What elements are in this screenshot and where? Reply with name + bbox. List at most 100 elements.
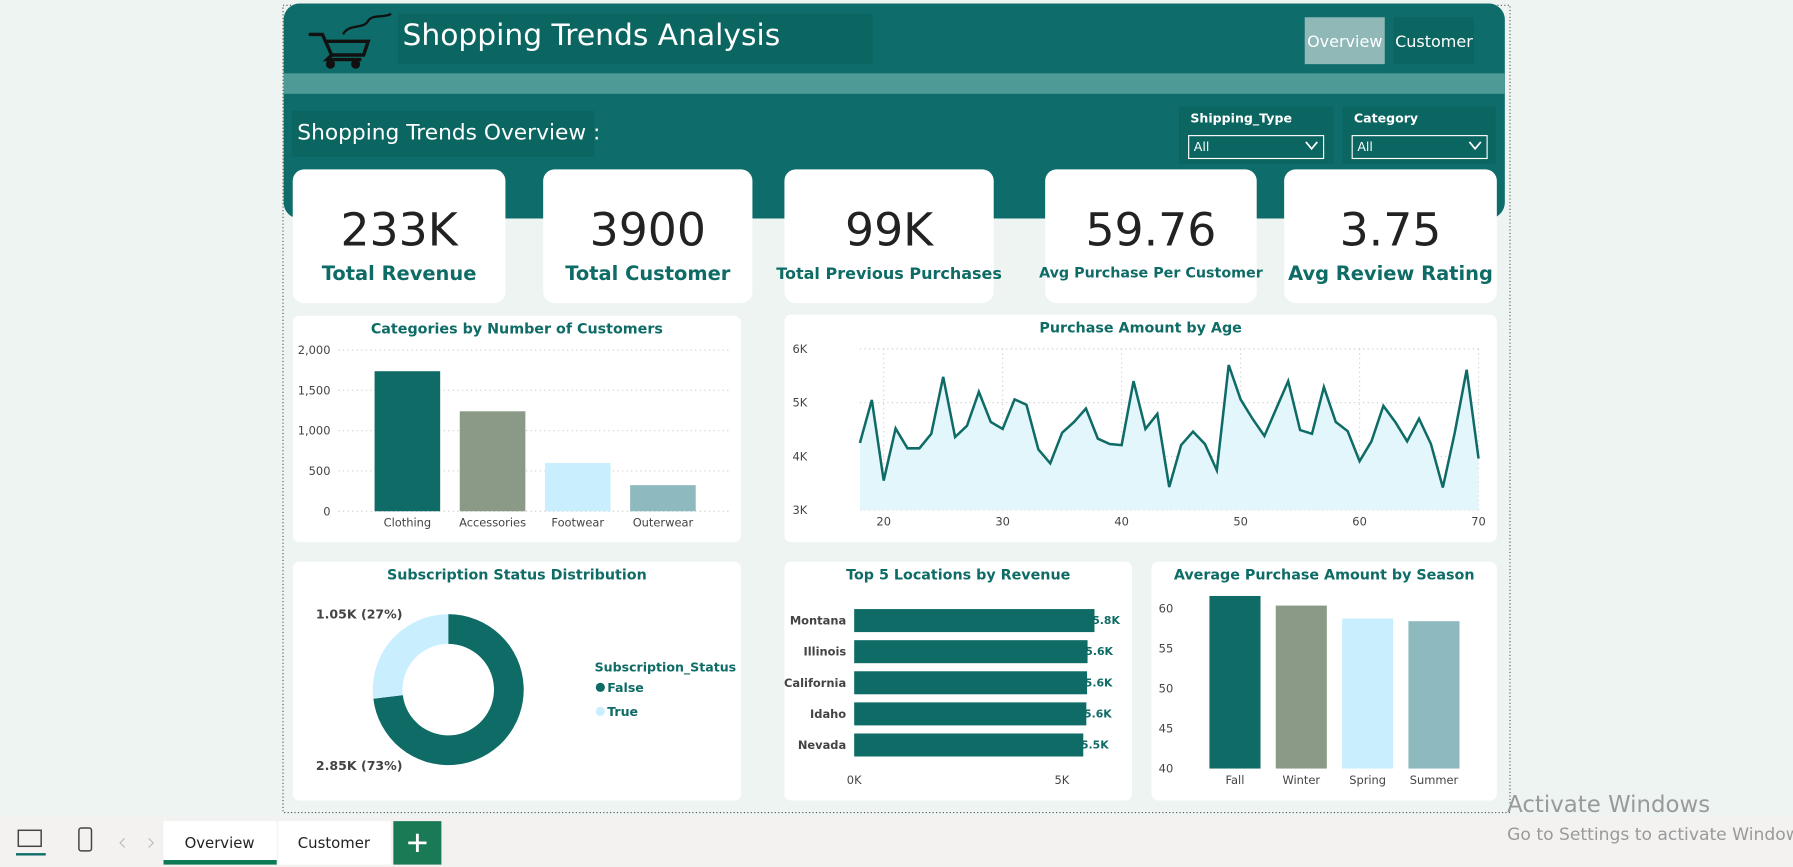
title-box bbox=[397, 13, 873, 65]
donut-slice bbox=[373, 614, 524, 766]
legend-title: Subscription_Status bbox=[595, 659, 737, 675]
x-tick-label: 40 bbox=[1114, 515, 1129, 529]
tab[interactable] bbox=[277, 821, 392, 865]
bar bbox=[630, 485, 696, 512]
bar bbox=[1209, 595, 1261, 769]
legend-label: False bbox=[607, 680, 644, 695]
nav-label[interactable]: Overview bbox=[1307, 32, 1382, 51]
kpi-card bbox=[543, 169, 753, 304]
x-tick-label: Summer bbox=[1410, 773, 1459, 787]
kpi-card bbox=[1045, 169, 1257, 304]
x-tick-label: 60 bbox=[1352, 515, 1367, 529]
cart-base bbox=[322, 53, 362, 62]
x-tick-label: 20 bbox=[876, 515, 891, 529]
x-tick-label: Winter bbox=[1282, 773, 1320, 787]
nav-button[interactable] bbox=[1304, 17, 1385, 65]
chart-title: Average Purchase Amount by Season bbox=[1174, 567, 1475, 583]
bar bbox=[1342, 618, 1394, 769]
x-tick-label: Clothing bbox=[384, 516, 432, 530]
subtitle: Shopping Trends Overview : bbox=[297, 120, 600, 145]
nav-label[interactable]: Customer bbox=[1395, 32, 1473, 51]
tab-underline bbox=[163, 860, 277, 865]
chevron bbox=[1305, 141, 1318, 151]
next-arrow[interactable] bbox=[148, 837, 155, 848]
tab-label[interactable]: Customer bbox=[298, 834, 371, 852]
y-tick-label: 6K bbox=[793, 342, 808, 356]
x-tick-label: 30 bbox=[995, 515, 1010, 529]
kpi-card bbox=[292, 169, 506, 304]
kpi-card bbox=[784, 169, 994, 304]
data-label: 5.6K bbox=[1084, 707, 1112, 720]
canvas-border bbox=[282, 4, 1511, 814]
charts: Categories by Number of Customers 0 500 1,0… bbox=[292, 314, 1497, 801]
cart-wheel bbox=[325, 59, 336, 69]
header-stripe bbox=[283, 73, 1505, 94]
data-label: 2.85K (73%) bbox=[316, 758, 403, 773]
chart: Subscription Status Distribution 2.85K (7… bbox=[292, 561, 741, 801]
bar bbox=[854, 702, 1087, 726]
kpi-label: Avg Review Rating bbox=[1288, 262, 1493, 285]
y-tick-label: 1,500 bbox=[298, 383, 331, 397]
chart: Average Purchase Amount by Season 40 45 50 5… bbox=[1151, 561, 1497, 801]
x-tick-label: 50 bbox=[1233, 515, 1248, 529]
prev-arrow[interactable] bbox=[119, 837, 126, 848]
bar bbox=[854, 733, 1084, 757]
chart: Categories by Number of Customers 0 500 1,0… bbox=[292, 315, 741, 543]
x-tick-label: 70 bbox=[1471, 515, 1486, 529]
bar bbox=[1275, 605, 1327, 769]
y-tick-label: 50 bbox=[1159, 681, 1174, 695]
bar bbox=[854, 640, 1088, 664]
tab-label[interactable]: Overview bbox=[185, 834, 255, 852]
filter-label: Shipping_Type bbox=[1190, 110, 1292, 126]
x-tick-label: Outerwear bbox=[633, 516, 694, 530]
bar bbox=[854, 609, 1095, 633]
y-tick-label: Nevada bbox=[798, 738, 846, 752]
subtitle-box bbox=[291, 111, 595, 157]
kpi-value: 59.76 bbox=[1085, 203, 1216, 256]
chart: Purchase Amount by Age 3K 4K 5K 6K 20 30 40 50 60… bbox=[784, 314, 1497, 543]
y-tick-label: Montana bbox=[790, 614, 846, 628]
chart-title: Categories by Number of Customers bbox=[371, 321, 663, 337]
bar bbox=[854, 671, 1088, 695]
data-label: 5.6K bbox=[1085, 676, 1113, 689]
dropdown-value[interactable]: All bbox=[1357, 139, 1373, 154]
y-tick-label: 5K bbox=[793, 396, 808, 410]
bar bbox=[374, 371, 441, 512]
dropdown[interactable] bbox=[1351, 135, 1488, 160]
nav-button[interactable] bbox=[1393, 17, 1474, 65]
kpi-value: 99K bbox=[845, 203, 934, 256]
y-tick-label: 60 bbox=[1159, 601, 1174, 615]
dropdown-value[interactable]: All bbox=[1194, 139, 1210, 154]
y-tick-label: 0 bbox=[323, 504, 330, 518]
kpi-value: 3900 bbox=[590, 203, 706, 256]
phone-icon[interactable] bbox=[78, 827, 93, 852]
legend-swatch bbox=[595, 682, 605, 692]
chart-title: Purchase Amount by Age bbox=[1039, 320, 1241, 336]
data-label: 5.8K bbox=[1092, 614, 1120, 627]
y-tick-label: 1,000 bbox=[298, 424, 331, 438]
filter-label: Category bbox=[1354, 110, 1418, 125]
dropdown[interactable] bbox=[1188, 135, 1325, 160]
x-tick-label: Spring bbox=[1349, 773, 1386, 787]
cart-wheel bbox=[351, 59, 361, 69]
cart-steam bbox=[342, 12, 392, 36]
bar bbox=[544, 462, 611, 512]
y-tick-label: 55 bbox=[1159, 641, 1174, 655]
tab[interactable] bbox=[163, 821, 277, 865]
kpi-label: Total Revenue bbox=[322, 262, 477, 285]
donut-slice bbox=[372, 614, 449, 699]
legend-swatch bbox=[595, 706, 605, 716]
x-tick-label: 5K bbox=[1055, 773, 1070, 787]
x-tick-label: 0K bbox=[847, 773, 862, 787]
y-tick-label: California bbox=[784, 676, 846, 690]
y-tick-label: 45 bbox=[1159, 722, 1174, 736]
desktop-icon[interactable] bbox=[17, 829, 42, 848]
chart-title: Top 5 Locations by Revenue bbox=[846, 567, 1070, 583]
chevron bbox=[1468, 141, 1482, 151]
bar bbox=[459, 411, 526, 512]
chart: Top 5 Locations by Revenue 0K 5K Montana 5.8… bbox=[784, 561, 1133, 801]
kpi-label: Total Customer bbox=[565, 262, 730, 285]
data-label: 1.05K (27%) bbox=[316, 606, 403, 621]
